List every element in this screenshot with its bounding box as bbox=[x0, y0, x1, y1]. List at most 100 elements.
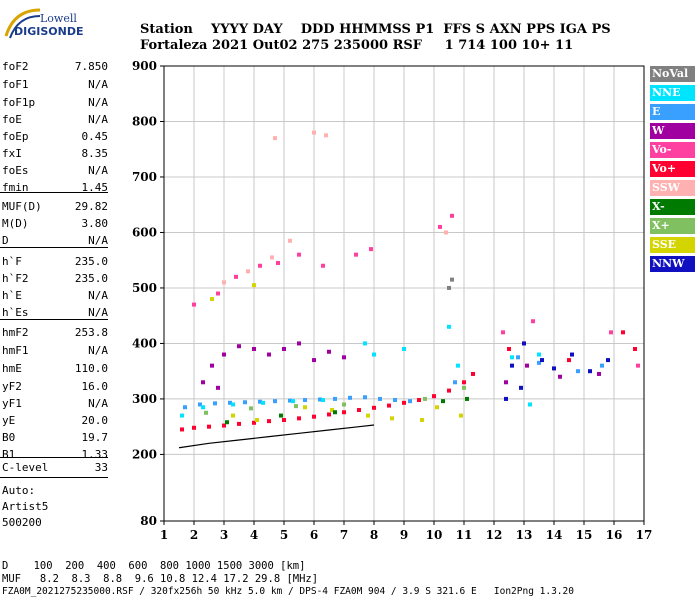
data-point bbox=[342, 410, 346, 415]
param-value: 8.35 bbox=[81, 147, 109, 160]
data-point bbox=[597, 371, 601, 376]
data-point bbox=[357, 408, 361, 413]
panel-divider bbox=[0, 319, 108, 320]
logo-text-lowell: Lowell bbox=[40, 12, 77, 25]
data-point bbox=[252, 420, 256, 425]
data-point bbox=[447, 388, 451, 393]
param-name: foEp bbox=[2, 130, 29, 143]
data-point bbox=[462, 380, 466, 385]
param-row: foEp 0.45 bbox=[2, 130, 108, 146]
param-value: 20.0 bbox=[81, 414, 109, 427]
header-labels: Station YYYY DAY DDD HHMMSS P1 FFS S AXN… bbox=[140, 22, 611, 37]
data-point bbox=[516, 355, 520, 360]
footer-muf-row: MUF 8.2 8.3 8.8 9.6 10.8 12.4 17.2 29.8 … bbox=[2, 573, 319, 585]
data-point bbox=[366, 413, 370, 418]
data-point bbox=[369, 247, 373, 252]
x-tick-label: 3 bbox=[220, 528, 228, 542]
data-point bbox=[282, 346, 286, 351]
data-point bbox=[435, 405, 439, 410]
param-value: N/A bbox=[88, 289, 108, 302]
param-name: h`F2 bbox=[2, 272, 29, 285]
data-point bbox=[342, 355, 346, 360]
param-name: B0 bbox=[2, 431, 16, 444]
param-row: foEs N/A bbox=[2, 164, 108, 180]
x-tick-label: 6 bbox=[310, 528, 318, 542]
autoscale-text: Artist5 bbox=[2, 500, 49, 513]
param-value: N/A bbox=[88, 78, 108, 91]
data-point bbox=[540, 358, 544, 363]
legend-item: Vo- bbox=[650, 142, 695, 158]
legend-item: W bbox=[650, 123, 695, 139]
param-row: hmF2 253.8 bbox=[2, 326, 108, 342]
y-tick-label: 600 bbox=[132, 225, 157, 239]
data-point bbox=[294, 404, 298, 409]
data-point bbox=[249, 406, 253, 411]
data-point bbox=[462, 385, 466, 390]
panel-divider bbox=[0, 247, 108, 248]
param-name: hmF2 bbox=[2, 326, 29, 339]
data-point bbox=[453, 380, 457, 385]
data-point bbox=[531, 319, 535, 324]
x-tick-label: 17 bbox=[636, 528, 653, 542]
param-name: hmF1 bbox=[2, 344, 29, 357]
data-point bbox=[600, 363, 604, 368]
param-row: hmE 110.0 bbox=[2, 362, 108, 378]
data-point bbox=[231, 413, 235, 418]
data-point bbox=[504, 380, 508, 385]
data-point bbox=[258, 399, 262, 404]
param-row: fxI 8.35 bbox=[2, 147, 108, 163]
param-value: 16.0 bbox=[81, 380, 109, 393]
y-tick-label: 700 bbox=[132, 170, 157, 184]
param-value: 235.0 bbox=[74, 272, 108, 285]
y-tick-label: 80 bbox=[140, 514, 157, 528]
data-point bbox=[252, 346, 256, 351]
param-row: fmin 1.45 bbox=[2, 181, 108, 197]
data-point bbox=[180, 413, 184, 418]
data-point bbox=[198, 402, 202, 407]
x-tick-label: 1 bbox=[160, 528, 168, 542]
chart-grid bbox=[164, 66, 644, 521]
data-point bbox=[318, 397, 322, 402]
data-point bbox=[510, 363, 514, 368]
param-row: yF2 16.0 bbox=[2, 380, 108, 396]
data-point bbox=[372, 405, 376, 410]
data-point bbox=[525, 363, 529, 368]
data-point bbox=[192, 425, 196, 430]
data-point bbox=[273, 136, 277, 141]
param-row: yF1 N/A bbox=[2, 397, 108, 413]
data-point bbox=[372, 352, 376, 357]
data-point bbox=[288, 238, 292, 243]
data-point bbox=[441, 399, 445, 404]
param-name: foF1p bbox=[2, 96, 36, 109]
data-point bbox=[606, 358, 610, 363]
data-point bbox=[327, 349, 331, 354]
data-point bbox=[456, 363, 460, 368]
data-point bbox=[342, 402, 346, 407]
data-point bbox=[222, 280, 226, 285]
param-name: M(D) bbox=[2, 217, 29, 230]
y-tick-label: 800 bbox=[132, 114, 157, 128]
data-point bbox=[576, 369, 580, 374]
param-value: 110.0 bbox=[74, 362, 108, 375]
param-name: D bbox=[2, 234, 9, 247]
data-point bbox=[231, 402, 235, 407]
x-tick-label: 5 bbox=[280, 528, 288, 542]
data-point bbox=[282, 418, 286, 423]
data-point bbox=[588, 369, 592, 374]
data-point bbox=[288, 398, 292, 403]
data-point bbox=[465, 396, 469, 401]
param-value: N/A bbox=[88, 344, 108, 357]
param-value: 3.80 bbox=[81, 217, 109, 230]
param-name: foF1 bbox=[2, 78, 29, 91]
data-point bbox=[237, 344, 241, 349]
x-tick-label: 11 bbox=[456, 528, 473, 542]
data-point bbox=[378, 396, 382, 401]
data-point bbox=[570, 352, 574, 357]
data-point bbox=[267, 352, 271, 357]
data-point bbox=[504, 396, 508, 401]
data-point bbox=[255, 418, 259, 423]
param-name: foEs bbox=[2, 164, 29, 177]
data-point bbox=[609, 330, 613, 335]
param-value: 235.0 bbox=[74, 255, 108, 268]
param-value: 0.45 bbox=[81, 130, 109, 143]
